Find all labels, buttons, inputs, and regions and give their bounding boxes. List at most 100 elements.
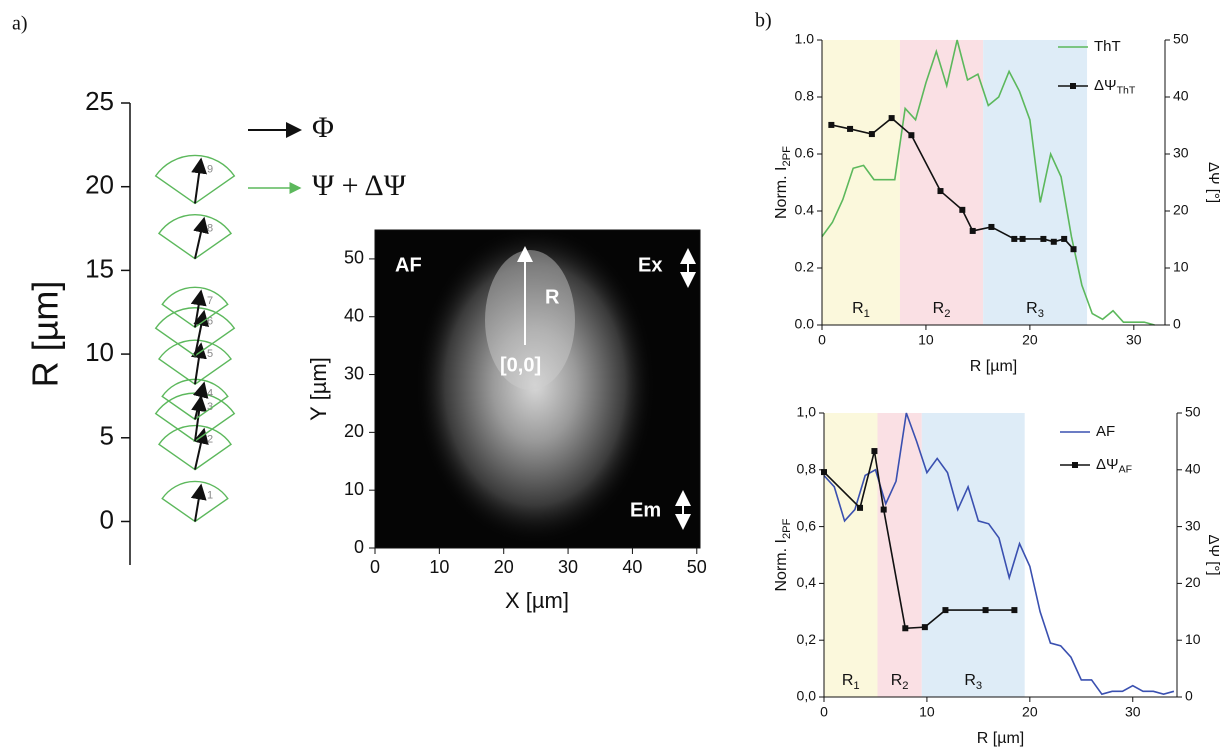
y-tick-label: 0,4 [797, 574, 817, 590]
y-tick-label: 1.0 [795, 31, 815, 47]
legend-label: AF [1096, 423, 1115, 440]
fan-arrow [191, 342, 207, 385]
legend-label: ΔΨThT [1094, 77, 1136, 96]
region-label-main: R [933, 300, 945, 317]
y-tick-label: 0.0 [795, 316, 815, 332]
point [902, 625, 909, 632]
fan-wedge [161, 286, 229, 329]
x-tick-label: 20 [1022, 332, 1038, 348]
x-axis-title: R [µm] [977, 730, 1024, 747]
legend-label-sub: AF [1119, 463, 1132, 475]
y-axis-title-main: Norm. I [773, 539, 790, 591]
image-y-tick-label: 50 [344, 248, 364, 268]
point [888, 115, 895, 122]
fan-label: 6 [207, 316, 213, 328]
image-annotation: R [545, 286, 560, 308]
point [1019, 235, 1026, 242]
region-label-sub: 1 [853, 680, 859, 692]
image-x-tick-label: 0 [370, 557, 380, 577]
region-label-sub: 2 [944, 308, 950, 320]
region-label: R3 [964, 672, 982, 692]
point [969, 227, 976, 234]
y2-tick-label: 20 [1173, 202, 1189, 218]
point [1061, 235, 1068, 242]
x-tick-label: 30 [1126, 332, 1142, 348]
fan-label: 9 [207, 163, 213, 175]
series-line [821, 39, 1155, 326]
y-tick-label: 0,8 [797, 461, 817, 477]
legend-label: Ψ + ΔΨ [312, 169, 407, 202]
x-tick-label: 10 [918, 332, 934, 348]
region-label-main: R [964, 672, 976, 689]
legend-label: Φ [312, 111, 334, 144]
region [921, 413, 1025, 697]
r-tick-label: 25 [85, 86, 114, 116]
y-tick-label: 0.2 [795, 259, 815, 275]
point [847, 125, 854, 132]
point [908, 132, 915, 139]
y-axis-title-sub: 2PF [781, 518, 793, 539]
y2-tick-label: 30 [1185, 517, 1201, 533]
image-x-tick-label: 40 [622, 557, 642, 577]
fan-arrow [190, 289, 207, 328]
image-frame [374, 229, 701, 549]
fan-wedge [157, 339, 233, 386]
y2-tick-label: 50 [1185, 404, 1201, 420]
y-tick-label: 1,0 [797, 404, 817, 420]
y-axis-title: Norm. I2PF [773, 518, 793, 591]
fan-wedge [157, 213, 233, 260]
point [1040, 235, 1047, 242]
image-annotation: Em [630, 499, 661, 521]
r-axis-title: R [µm] [25, 281, 66, 388]
point [988, 223, 995, 230]
fan-label: 2 [207, 433, 213, 445]
region-label-sub: 2 [902, 680, 908, 692]
fan-label: 7 [207, 295, 213, 307]
y2-tick-label: 30 [1173, 145, 1189, 161]
image-x-tick-label: 30 [558, 557, 578, 577]
fan-arrow [191, 157, 208, 204]
image-y-tick-label: 20 [344, 421, 364, 441]
legend-label-main: ΔΨ [1096, 456, 1119, 473]
fan-wedge [154, 154, 236, 205]
fan-arrow [191, 395, 208, 442]
point [921, 624, 928, 631]
x-tick-label: 0 [820, 704, 828, 720]
y-tick-label: 0,2 [797, 631, 817, 647]
fan-label: 8 [207, 223, 213, 235]
y2-tick-label: 20 [1185, 574, 1201, 590]
image-x-title: X [µm] [505, 588, 569, 613]
legend-label: ThT [1094, 38, 1121, 55]
point [1011, 235, 1018, 242]
region-label-main: R [842, 672, 854, 689]
x-tick-label: 10 [919, 704, 935, 720]
point [982, 607, 989, 614]
point [880, 506, 887, 513]
image-annotation: Ex [638, 254, 662, 276]
region [822, 40, 900, 325]
image-x-tick-label: 20 [494, 557, 514, 577]
y-tick-label: 0,0 [797, 688, 817, 704]
image-x-tick-label: 50 [687, 557, 707, 577]
panel-label: b) [755, 10, 772, 32]
image-y-title: Y [µm] [306, 357, 331, 421]
y2-axis-title: ΔΨ [°] [1205, 534, 1222, 575]
point [959, 206, 966, 213]
region-label: R1 [842, 672, 860, 692]
point [1050, 238, 1057, 245]
image-y-tick-label: 0 [354, 537, 364, 557]
region-label: R3 [1026, 300, 1044, 320]
legend-marker [1072, 462, 1078, 468]
fan-arrow [192, 381, 209, 420]
legend-label-sub: ThT [1117, 84, 1136, 96]
x-tick-label: 30 [1125, 704, 1141, 720]
y-tick-label: 0.6 [795, 145, 815, 161]
x-tick-label: 20 [1022, 704, 1038, 720]
x-tick-label: 0 [818, 332, 826, 348]
r-tick-label: 10 [85, 337, 114, 367]
r-tick-label: 5 [100, 421, 114, 451]
y2-tick-label: 0 [1173, 316, 1181, 332]
image-highlight [485, 250, 575, 390]
region-label-sub: 3 [976, 680, 982, 692]
